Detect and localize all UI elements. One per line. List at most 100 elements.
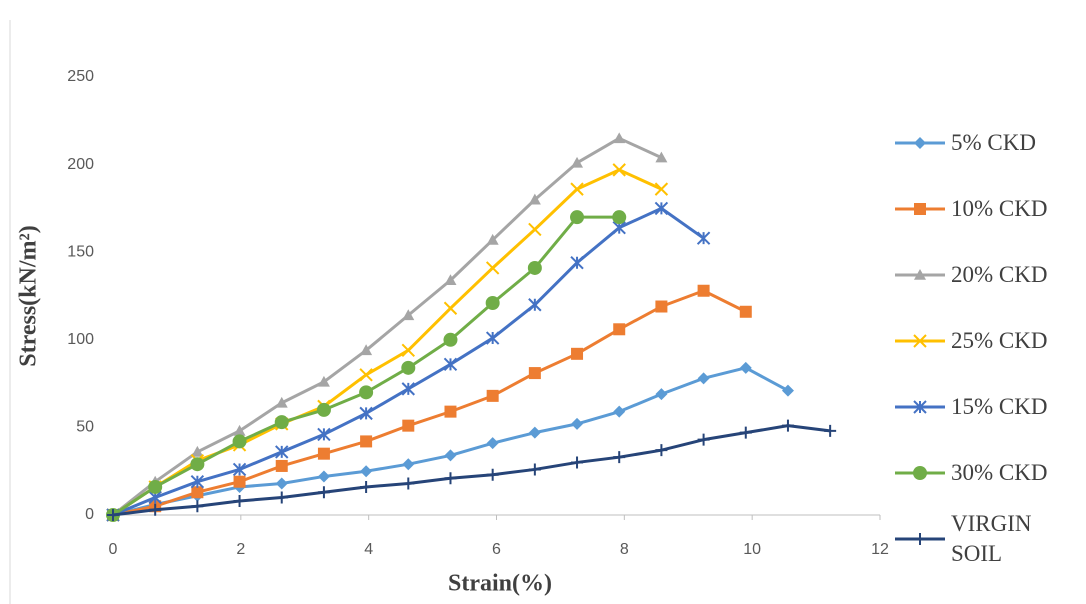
marker: [697, 372, 710, 385]
legend-label: VIRGIN SOIL: [951, 511, 1032, 566]
x-tick-label: 4: [364, 541, 373, 558]
marker: [613, 132, 626, 144]
marker: [443, 301, 458, 315]
marker: [914, 137, 926, 149]
marker: [360, 435, 373, 448]
legend-label: 5% CKD: [951, 130, 1036, 155]
marker: [233, 424, 246, 436]
marker: [913, 466, 927, 480]
marker: [571, 456, 584, 469]
marker: [913, 400, 927, 414]
series-line: [112, 424, 831, 517]
marker: [317, 470, 330, 483]
legend-swatch: [895, 137, 945, 149]
marker: [401, 360, 416, 375]
marker: [275, 459, 288, 472]
marker: [570, 256, 584, 270]
legend-item: 15% CKD: [893, 374, 1083, 440]
y-tick-label: 150: [67, 243, 94, 260]
marker: [570, 210, 585, 225]
marker: [655, 388, 668, 401]
marker: [317, 447, 330, 460]
x-tick-label: 0: [109, 541, 118, 558]
marker: [528, 367, 541, 380]
marker: [527, 260, 542, 275]
legend-label: 30% CKD: [951, 460, 1048, 485]
marker: [444, 274, 457, 286]
marker: [401, 343, 416, 358]
y-tick-label: 0: [85, 506, 94, 523]
marker: [316, 402, 331, 417]
marker: [914, 203, 926, 215]
series-line: [112, 136, 663, 517]
marker: [739, 361, 752, 374]
marker: [613, 323, 626, 336]
marker: [402, 458, 415, 471]
marker: [402, 477, 415, 490]
marker: [486, 468, 499, 481]
marker: [571, 417, 584, 430]
marker: [739, 305, 752, 318]
marker: [485, 331, 500, 345]
marker: [444, 405, 457, 418]
legend-swatch: [895, 334, 945, 348]
marker: [401, 382, 416, 396]
legend-label: 25% CKD: [951, 328, 1048, 353]
marker: [232, 462, 247, 477]
marker: [655, 151, 668, 163]
marker: [317, 486, 330, 499]
marker: [528, 426, 541, 439]
marker: [232, 434, 247, 449]
marker: [739, 426, 752, 439]
marker: [317, 427, 331, 442]
marker: [528, 193, 541, 205]
legend-item: VIRGIN SOIL: [893, 506, 1083, 572]
marker: [528, 463, 541, 476]
marker: [359, 406, 373, 421]
series-line: [112, 289, 747, 517]
y-axis-title: Stress(kN/m²): [16, 225, 42, 366]
series-line: [112, 168, 663, 517]
marker: [485, 296, 500, 311]
legend-item: 20% CKD: [893, 242, 1083, 308]
marker: [190, 475, 205, 489]
marker: [486, 233, 499, 245]
y-tick-label: 250: [67, 68, 94, 85]
legend-swatch: [895, 269, 945, 280]
x-tick-label: 8: [620, 541, 629, 558]
marker: [107, 509, 119, 521]
marker: [317, 375, 330, 387]
marker: [613, 405, 626, 418]
legend-swatch: [895, 533, 945, 545]
marker: [402, 419, 415, 432]
marker: [191, 486, 204, 499]
x-tick-label: 6: [492, 541, 501, 558]
marker: [443, 357, 458, 372]
legend-swatch: [895, 203, 945, 215]
marker: [191, 445, 204, 457]
marker: [274, 415, 289, 430]
marker: [571, 156, 584, 168]
marker: [655, 300, 668, 313]
marker: [571, 347, 584, 360]
x-axis-title: Strain(%): [448, 571, 552, 597]
marker: [654, 182, 669, 196]
marker: [444, 472, 457, 485]
legend-item: 5% CKD: [893, 110, 1083, 176]
marker: [913, 334, 927, 348]
marker: [359, 368, 373, 382]
x-tick-label: 10: [743, 541, 761, 558]
marker: [275, 477, 288, 490]
marker: [360, 344, 373, 356]
marker: [444, 449, 457, 462]
legend-label: 10% CKD: [951, 196, 1048, 221]
marker: [528, 222, 542, 237]
x-tick-label: 12: [871, 541, 889, 558]
marker: [402, 309, 415, 321]
marker: [781, 384, 794, 397]
marker: [781, 419, 794, 432]
series-line: [112, 366, 789, 517]
marker: [697, 284, 710, 297]
marker: [485, 261, 500, 275]
